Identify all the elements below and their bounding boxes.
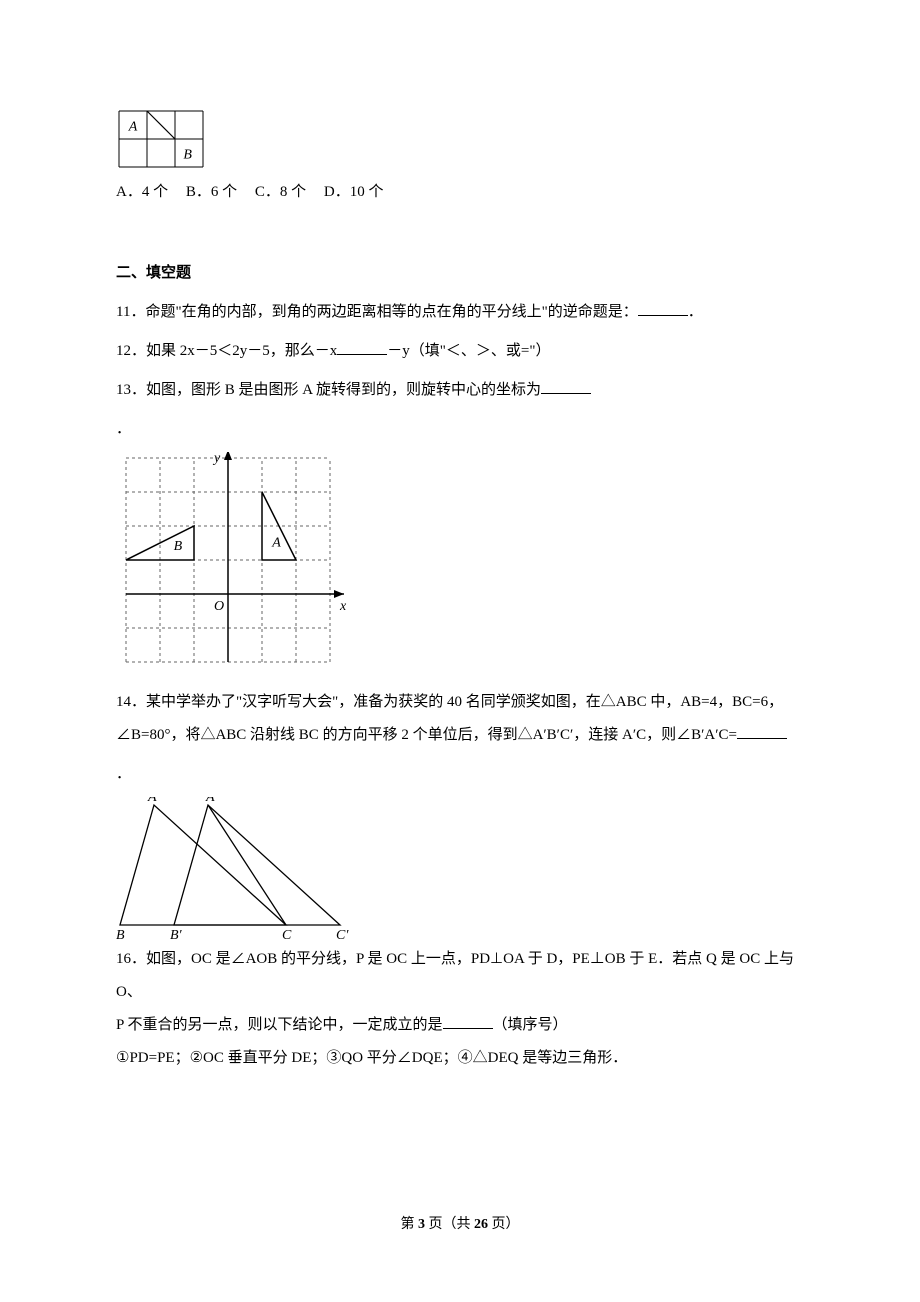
svg-text:C: C [282,928,292,941]
footer-post: 页） [488,1217,520,1232]
q14-blank [737,724,787,739]
q12-pre: 12．如果 2x－5＜2y－5，那么－x [116,343,337,359]
question-11: 11．命题"在角的内部，到角的两边距离相等的点在角的平分线上"的逆命题是： ． [116,296,804,329]
footer-mid: 页（共 [425,1217,474,1232]
tri-svg: A A′ B B′ C C′ [116,797,376,941]
q13-dot: ． [116,413,804,446]
q16-line2-pre: P 不重合的另一点，则以下结论中，一定成立的是 [116,1017,443,1033]
svg-text:O: O [214,599,224,614]
footer-pre: 第 [401,1217,419,1232]
coord-svg: Ox y A B [116,452,360,676]
q14-dot: ． [116,758,804,791]
footer-cur: 3 [418,1217,425,1232]
q11-blank [638,301,688,316]
option-c: C．8 个 [255,184,306,200]
svg-text:A: A [147,797,157,805]
grid-svg: AB [116,108,206,170]
q12-post: －y（填"＜、＞、或="） [387,343,550,359]
svg-text:A: A [128,120,138,135]
q13-pre: 13．如图，图形 B 是由图形 A 旋转得到的，则旋转中心的坐标为 [116,382,541,398]
svg-text:B: B [116,928,125,941]
q14-text: 14．某中学举办了"汉字听写大会"，准备为获奖的 40 名同学颁奖如图，在△AB… [116,694,783,743]
mc-options: A．4 个 B．6 个 C．8 个 D．10 个 [116,176,804,209]
svg-text:A: A [271,535,281,550]
svg-text:B: B [183,148,192,163]
svg-text:A′: A′ [205,797,219,805]
question-16: 16．如图，OC 是∠AOB 的平分线，P 是 OC 上一点，PD⊥OA 于 D… [116,943,804,1075]
question-12: 12．如果 2x－5＜2y－5，那么－x －y（填"＜、＞、或="） [116,335,804,368]
svg-text:x: x [339,599,347,614]
q16-line2-post: （填序号） [493,1017,568,1033]
svg-text:y: y [212,452,221,466]
q13-blank [541,379,591,394]
q11-post: ． [688,304,703,320]
section-heading: 二、填空题 [116,257,804,290]
q16-line1: 16．如图，OC 是∠AOB 的平分线，P 是 OC 上一点，PD⊥OA 于 D… [116,943,804,1009]
svg-text:B: B [174,539,183,554]
option-b: B．6 个 [186,184,237,200]
option-a: A．4 个 [116,184,168,200]
q16-line3: ①PD=PE；②OC 垂直平分 DE；③QO 平分∠DQE；④△DEQ 是等边三… [116,1042,804,1075]
page-footer: 第 3 页（共 26 页） [0,1218,920,1232]
option-d: D．10 个 [324,184,384,200]
question-14: 14．某中学举办了"汉字听写大会"，准备为获奖的 40 名同学颁奖如图，在△AB… [116,686,804,752]
footer-total: 26 [474,1217,488,1232]
q11-pre: 11．命题"在角的内部，到角的两边距离相等的点在角的平分线上"的逆命题是： [116,304,638,320]
svg-text:B′: B′ [170,928,183,941]
q12-blank [337,340,387,355]
q16-blank [443,1014,493,1029]
coordinate-figure: Ox y A B [116,452,804,676]
grid-ab-figure: AB [116,108,804,170]
q16-line2: P 不重合的另一点，则以下结论中，一定成立的是 （填序号） [116,1009,804,1042]
question-13: 13．如图，图形 B 是由图形 A 旋转得到的，则旋转中心的坐标为 [116,374,804,407]
svg-text:C′: C′ [336,928,349,941]
triangle-figure: A A′ B B′ C C′ [116,797,804,941]
